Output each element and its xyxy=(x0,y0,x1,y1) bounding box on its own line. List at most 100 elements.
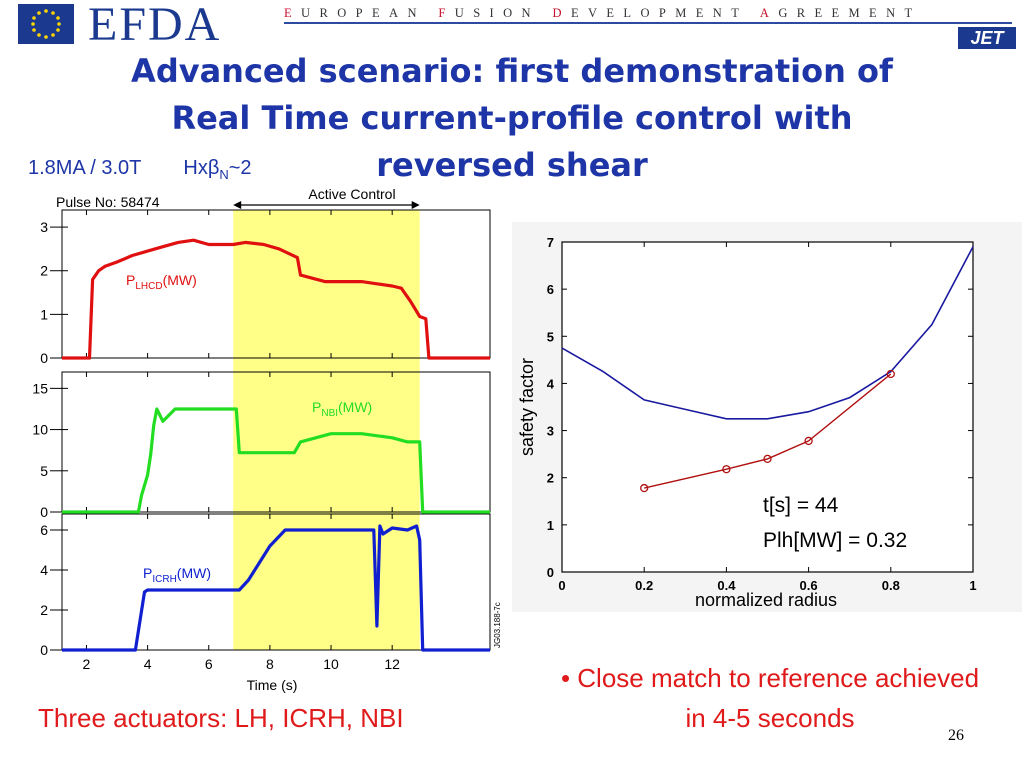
label-main: P xyxy=(312,399,321,415)
active-control-band-layer xyxy=(233,210,420,650)
slide-title: Advanced scenario: first demonstration o… xyxy=(131,52,893,184)
label-main: P xyxy=(143,565,152,581)
y-tick-label: 0 xyxy=(40,504,48,520)
p-lhcd-trace xyxy=(62,238,490,360)
y-tick-label: 0 xyxy=(40,350,48,366)
x-tick-label: 4 xyxy=(144,656,152,672)
y-axis-label: safety factor xyxy=(517,358,537,456)
arrow-left-icon xyxy=(233,201,242,209)
x-tick-label: 12 xyxy=(384,656,400,672)
label-unit: (MW) xyxy=(163,272,197,288)
page-number: 26 xyxy=(948,727,964,744)
subtitle-rest: GREEMENT xyxy=(778,6,922,20)
y-tick-label: 4 xyxy=(40,562,48,578)
plasma-parameters: 1.8MA / 3.0T HxβN~2 xyxy=(28,157,252,182)
x-tick-label: 0.2 xyxy=(635,578,653,593)
beta-value: ~2 xyxy=(228,157,252,179)
panel-label: PNBI(MW) xyxy=(312,399,372,419)
eu-flag-logo xyxy=(18,4,74,44)
power-annotation: Plh[MW] = 0.32 xyxy=(763,529,907,552)
y-tick-label: 1 xyxy=(547,518,554,533)
active-control-band xyxy=(233,210,420,650)
active-control-label: Active Control xyxy=(308,186,395,202)
actuators-caption: Three actuators: LH, ICRH, NBI xyxy=(38,703,404,733)
y-tick-label: 6 xyxy=(547,282,554,297)
subtitle-rest: UROPEAN xyxy=(301,6,439,20)
x-tick-label: 1 xyxy=(969,578,976,593)
y-tick-label: 2 xyxy=(547,471,554,486)
figure-id: JG03.188-7c xyxy=(493,602,502,648)
y-tick-label: 0 xyxy=(40,642,48,658)
subtitle-initial: F xyxy=(438,6,455,20)
efda-logo: EFDA xyxy=(88,0,222,51)
eu-stars-icon xyxy=(31,9,61,39)
subtitle-word: EUROPEAN xyxy=(284,6,438,20)
subtitle-rest: EVELOPMENT xyxy=(570,6,760,20)
y-tick-label: 5 xyxy=(40,463,48,479)
label-sub: ICRH xyxy=(152,574,176,585)
measured-point xyxy=(763,454,772,464)
label-unit: (MW) xyxy=(177,565,211,581)
x-tick-label: 6 xyxy=(205,656,213,672)
header-divider xyxy=(284,22,1012,24)
x-tick-label: 10 xyxy=(323,656,339,672)
y-tick-label: 7 xyxy=(547,235,554,250)
chart-text-layer: 0123PLHCD(MW)051015PNBI(MW)0246PICRH(MW)… xyxy=(32,186,502,693)
label-unit: (MW) xyxy=(338,399,372,415)
y-tick-label: 3 xyxy=(40,219,48,235)
y-tick-label: 2 xyxy=(40,602,48,618)
power-traces-chart: 0123PLHCD(MW)051015PNBI(MW)0246PICRH(MW)… xyxy=(32,186,502,693)
panel-frame xyxy=(61,209,491,359)
measured-point xyxy=(722,465,731,474)
panel-label: PLHCD(MW) xyxy=(126,272,197,292)
y-tick-label: 1 xyxy=(40,306,48,322)
y-tick-label: 6 xyxy=(40,522,48,538)
pulse-number: Pulse No: 58474 xyxy=(56,194,160,210)
x-tick-label: 0.6 xyxy=(800,578,818,593)
subtitle-rest: USION xyxy=(454,6,553,20)
reference-profile-line xyxy=(561,246,974,420)
p-nbi-trace xyxy=(62,407,490,514)
profile-series xyxy=(561,246,974,493)
time-annotation: t[s] = 44 xyxy=(763,494,839,517)
subtitle-initial: E xyxy=(284,6,302,20)
measured-point xyxy=(804,436,813,446)
y-tick-label: 5 xyxy=(547,329,554,344)
label-sub: NBI xyxy=(321,408,338,419)
measured-point xyxy=(640,483,649,493)
y-tick-label: 15 xyxy=(32,380,48,396)
y-tick-label: 3 xyxy=(547,424,554,439)
safety-factor-chart: 0 0.2 0.4 0.6 0.8 1 0 1 2 3 4 5 6 7 normalized radius s… xyxy=(512,222,1022,612)
subtitle-initial: D xyxy=(552,6,571,20)
subtitle-initial: A xyxy=(759,6,779,20)
current-field-label: 1.8MA / 3.0T xyxy=(28,157,142,179)
subtitle-word: AGREEMENT xyxy=(760,6,922,20)
panel-frame xyxy=(61,371,491,513)
plot-area xyxy=(561,241,974,573)
measured-point xyxy=(886,369,895,379)
hx-label: Hx xyxy=(183,157,208,179)
x-tick-label: 0.4 xyxy=(717,578,736,593)
x-tick-label: 8 xyxy=(266,656,274,672)
x-axis-label: normalized radius xyxy=(695,590,837,610)
p-icrh-trace xyxy=(62,524,490,652)
beta-subscript: N xyxy=(219,167,229,182)
y-tick-label: 10 xyxy=(32,422,48,438)
plot-frame xyxy=(512,222,1022,612)
label-main: P xyxy=(126,272,135,288)
subtitle-word: DEVELOPMENT xyxy=(553,6,760,20)
y-tick-label: 2 xyxy=(40,263,48,279)
chart-text-layer: 0 0.2 0.4 0.6 0.8 1 0 1 2 3 4 5 6 7 normalized radius s… xyxy=(517,235,977,610)
subtitle-word: FUSION xyxy=(438,6,552,20)
panel-label: PICRH(MW) xyxy=(143,565,211,585)
arrow-right-icon xyxy=(411,201,420,209)
panel-frame xyxy=(61,513,491,651)
efda-subtitle: EUROPEAN FUSION DEVELOPMENT AGREEMENT xyxy=(284,6,922,21)
jet-logo: JET xyxy=(958,27,1016,49)
x-axis-label: Time (s) xyxy=(247,677,298,693)
y-tick-label: 4 xyxy=(547,376,555,391)
beta-symbol: β xyxy=(207,157,220,179)
trace-lines xyxy=(62,238,490,652)
label-sub: LHCD xyxy=(135,281,162,292)
measured-profile-line xyxy=(644,373,892,489)
